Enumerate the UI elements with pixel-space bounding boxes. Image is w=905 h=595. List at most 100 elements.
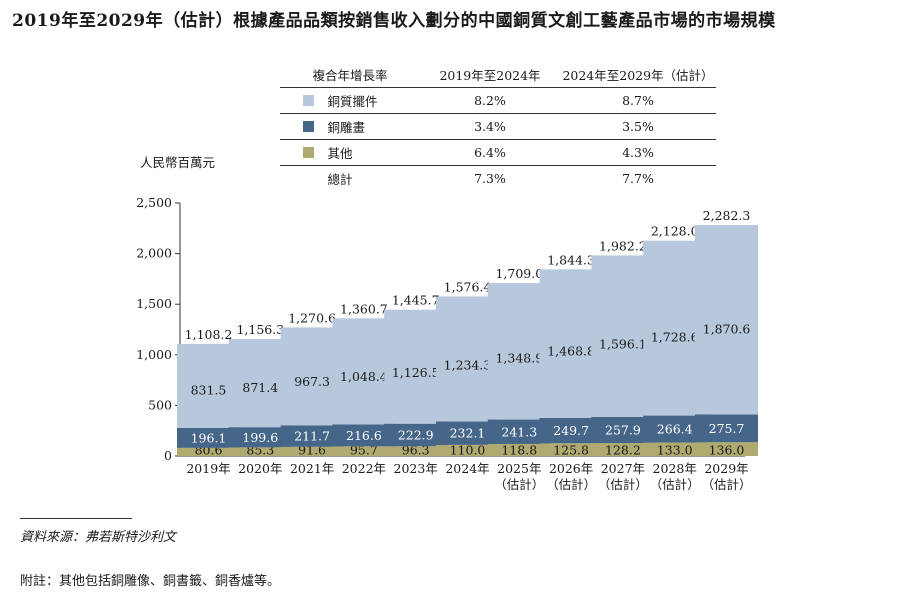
x-tick-label: 2026年 xyxy=(549,461,593,476)
bar-label-bg xyxy=(188,382,229,399)
bar-total-label: 2,128.0 xyxy=(651,224,699,239)
cagr-others-1: 6.4% xyxy=(420,139,560,166)
bar-value-label: 257.9 xyxy=(605,422,641,437)
bar-segment xyxy=(332,446,396,456)
bar-value-label: 1,348.9 xyxy=(495,351,543,366)
x-tick-label: 2021年 xyxy=(290,461,334,476)
bar-total-label: 1,844.3 xyxy=(547,252,595,267)
x-tick-sublabel: （估計） xyxy=(650,477,700,492)
cagr-row-ornaments: 銅質擺件 8.2% 8.7% xyxy=(280,87,716,114)
bar-label-bg xyxy=(595,336,651,353)
bar-segment xyxy=(436,421,499,445)
bar-value-label: 232.1 xyxy=(450,426,486,441)
bar-label-bg xyxy=(336,369,392,386)
x-tick-label: 2029年 xyxy=(704,461,748,476)
bar-value-label: 133.0 xyxy=(657,443,693,458)
bar-segment xyxy=(280,446,344,456)
cagr-header-period-2: 2024年至2029年（估計） xyxy=(560,62,716,88)
cagr-total-1: 7.3% xyxy=(474,171,506,186)
bar-value-label: 1,870.6 xyxy=(703,322,751,337)
bar-value-label: 136.0 xyxy=(709,443,745,458)
bar-value-label: 266.4 xyxy=(657,422,693,437)
bar-segment xyxy=(539,443,603,456)
x-tick-label: 2024年 xyxy=(445,461,489,476)
y-tick-label: 1,500 xyxy=(136,296,172,311)
bar-value-label: 1,468.8 xyxy=(547,344,595,359)
legend-swatch-carvings xyxy=(302,121,314,132)
bar-value-label: 275.7 xyxy=(709,421,745,436)
cagr-carvings-1: 3.4% xyxy=(420,113,560,140)
cagr-row-others: 其他 6.4% 4.3% xyxy=(280,139,716,166)
bar-value-label: 216.6 xyxy=(346,428,382,443)
source-text: 資料來源：弗若斯特沙利文 xyxy=(20,530,177,545)
y-tick-label: 500 xyxy=(148,397,172,412)
source-divider xyxy=(20,518,132,519)
x-tick-label: 2025年 xyxy=(497,461,541,476)
bar-label-bg xyxy=(239,379,281,396)
cagr-total-label: 總計 xyxy=(327,172,353,187)
cagr-row-carvings: 銅雕畫 3.4% 3.5% xyxy=(280,113,716,140)
cagr-total-2: 7.7% xyxy=(622,171,654,186)
x-tick-label: 2027年 xyxy=(601,461,645,476)
x-tick-sublabel: （估計） xyxy=(598,477,648,492)
cagr-header-label: 複合年增長率 xyxy=(280,62,420,88)
cagr-ornaments-1: 8.2% xyxy=(420,87,560,114)
bar-segment xyxy=(695,414,758,443)
bar-value-label: 1,234.3 xyxy=(444,358,492,373)
bar-segment xyxy=(384,446,448,456)
legend-label-others: 其他 xyxy=(327,146,353,161)
x-tick-sublabel: （估計） xyxy=(546,477,596,492)
y-tick-label: 2,000 xyxy=(136,246,172,261)
bar-segment xyxy=(384,423,448,447)
note-text: 附註：其他包括銅雕像、銅書籤、銅香爐等。 xyxy=(20,574,281,589)
cagr-carvings-2: 3.5% xyxy=(560,113,716,140)
bar-segment xyxy=(177,447,240,456)
x-tick-label: 2020年 xyxy=(238,461,282,476)
page-title: 2019年至2029年（估計）根據產品品類按銷售收入劃分的中國銅質文創工藝產品市… xyxy=(12,11,776,31)
bar-value-label: 125.8 xyxy=(553,443,589,458)
bar-value-label: 831.5 xyxy=(191,383,227,398)
legend-label-ornaments: 銅質擺件 xyxy=(327,94,378,109)
bar-value-label: 1,596.1 xyxy=(599,337,647,352)
bar-value-label: 249.7 xyxy=(553,423,589,438)
bar-total-label: 1,108.2 xyxy=(185,327,233,342)
bar-value-label: 211.7 xyxy=(294,429,330,444)
y-axis-unit-label: 人民幣百萬元 xyxy=(140,155,216,170)
bar-value-label: 199.6 xyxy=(242,430,278,445)
bar-value-label: 128.2 xyxy=(605,443,641,458)
cagr-table-header: 複合年增長率 2019年至2024年 2024年至2029年（估計） xyxy=(280,62,716,88)
bar-total-label: 1,709.0 xyxy=(495,266,543,281)
bar-label-bg xyxy=(543,343,599,360)
bar-total-label: 2,282.3 xyxy=(703,208,751,223)
bar-total-label: 1,270.6 xyxy=(288,310,336,325)
bar-label-bg xyxy=(388,364,444,381)
bar-label-bg xyxy=(440,357,495,374)
bar-total-label: 1,982.2 xyxy=(599,238,647,253)
bar-segment xyxy=(643,442,707,456)
y-tick-label: 2,500 xyxy=(136,195,172,210)
bar-segment xyxy=(228,427,292,448)
legend-label-carvings: 銅雕畫 xyxy=(327,120,366,135)
y-tick-label: 1,000 xyxy=(136,347,172,362)
bar-segment xyxy=(436,444,499,456)
bar-value-label: 222.9 xyxy=(398,427,434,442)
bar-value-label: 118.8 xyxy=(501,443,537,458)
x-tick-sublabel: （估計） xyxy=(494,477,544,492)
x-tick-sublabel: （估計） xyxy=(701,477,751,492)
cagr-header-period-1: 2019年至2024年 xyxy=(420,62,560,88)
bar-segment xyxy=(280,425,344,447)
bar-total-label: 1,360.7 xyxy=(340,301,388,316)
bar-segment xyxy=(487,443,551,456)
y-tick-label: 0 xyxy=(164,448,172,463)
cagr-ornaments-2: 8.7% xyxy=(560,87,716,114)
bar-value-label: 1,728.6 xyxy=(651,329,699,344)
cagr-table: 複合年增長率 2019年至2024年 2024年至2029年（估計） 銅質擺件 … xyxy=(280,62,716,191)
bar-total-label: 1,576.4 xyxy=(444,279,492,294)
bar-value-label: 241.3 xyxy=(501,424,537,439)
x-tick-label: 2023年 xyxy=(394,461,438,476)
bar-total-label: 1,445.7 xyxy=(392,293,440,308)
legend-swatch-ornaments xyxy=(302,95,314,106)
bar-label-bg xyxy=(699,321,754,338)
bar-label-bg xyxy=(491,350,547,367)
